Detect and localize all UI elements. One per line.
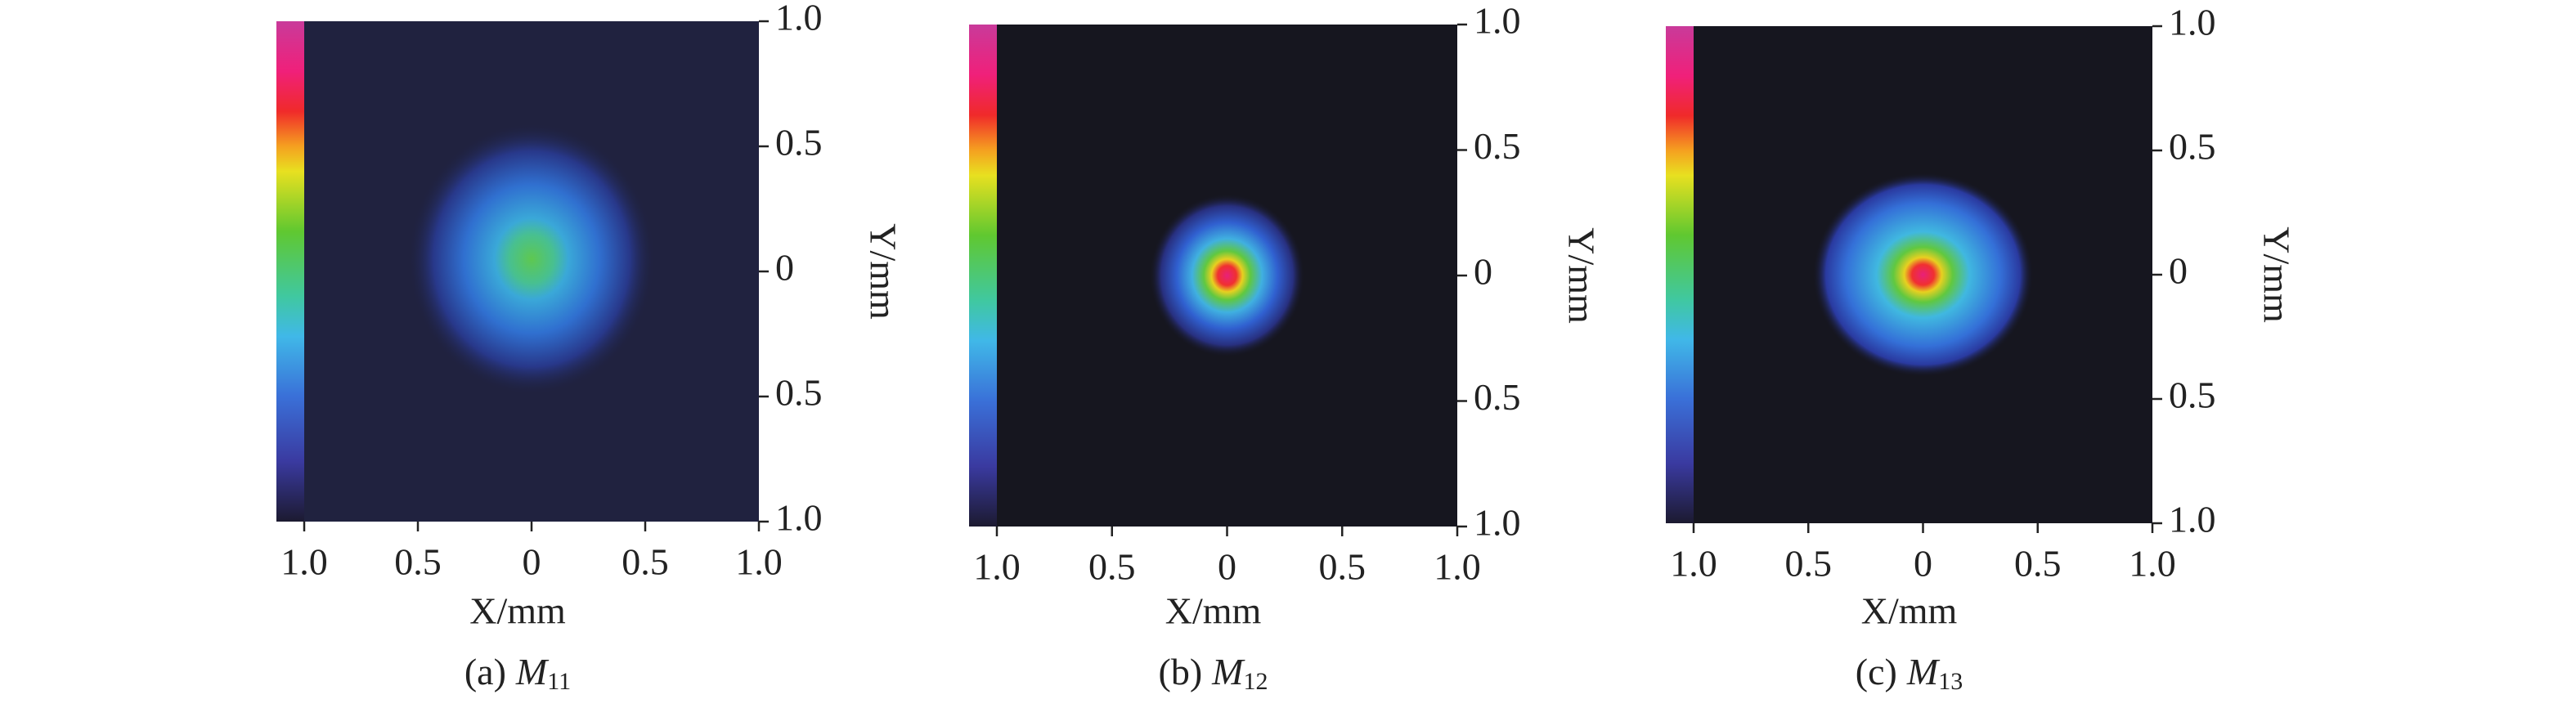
y-tick-label: 0.5 (775, 122, 823, 164)
x-axis-label: X/mm (469, 590, 566, 632)
x-tick-label: 0 (1218, 546, 1236, 588)
caption-symbol: M (1906, 651, 1941, 692)
colorbar (1666, 26, 1694, 523)
x-tick-label: 0.5 (1319, 546, 1367, 588)
caption-subscript: 13 (1938, 668, 1963, 695)
x-tick-label: 1.0 (2129, 543, 2176, 585)
x-tick-label: 1.0 (280, 541, 328, 583)
x-tick-label: 0.5 (1785, 543, 1833, 585)
caption: (c) M13 (1856, 651, 1963, 695)
y-tick-label: 0.5 (2169, 374, 2216, 416)
y-tick-label: 1.0 (775, 0, 823, 38)
x-tick-label: 1.0 (735, 541, 783, 583)
x-tick-label: 0.5 (394, 541, 442, 583)
y-tick-label: 1.0 (1474, 502, 1521, 544)
y-tick-label: 0.5 (2169, 126, 2216, 168)
x-tick-label: 0.5 (1088, 546, 1136, 588)
y-axis-label: Y/mm (862, 223, 904, 320)
y-tick-label: 0 (2169, 250, 2188, 292)
x-tick-label: 0.5 (2014, 543, 2062, 585)
y-axis-label: Y/mm (1560, 227, 1602, 324)
beam-spot (1149, 194, 1305, 357)
y-tick-label: 1.0 (2169, 499, 2216, 540)
caption-subscript: 11 (547, 668, 571, 695)
caption: (a) M11 (464, 651, 571, 695)
y-tick-label: 1.0 (775, 497, 823, 539)
caption: (b) M12 (1159, 651, 1268, 695)
y-tick-label: 1.0 (1474, 0, 1521, 42)
y-tick-label: 0 (775, 247, 794, 289)
y-tick-label: 0.5 (1474, 376, 1521, 418)
beam-spot (1812, 173, 2034, 377)
y-axis-label: Y/mm (2255, 226, 2297, 323)
y-tick-label: 1.0 (2169, 2, 2216, 43)
x-tick-label: 0 (523, 541, 541, 583)
caption-symbol: M (1211, 651, 1245, 692)
colorbar (276, 21, 304, 522)
x-tick-label: 0.5 (622, 541, 669, 583)
caption-symbol: M (515, 651, 550, 692)
y-tick-label: 0.5 (775, 372, 823, 414)
caption-prefix: (b) (1159, 651, 1203, 692)
x-tick-label: 0 (1914, 543, 1932, 585)
x-axis-label: X/mm (1165, 590, 1262, 632)
x-tick-label: 1.0 (973, 546, 1021, 588)
x-tick-label: 1.0 (1434, 546, 1481, 588)
x-tick-label: 1.0 (1670, 543, 1717, 585)
beam-spot (409, 123, 654, 394)
caption-prefix: (a) (464, 651, 506, 692)
x-axis-label: X/mm (1861, 590, 1958, 632)
caption-prefix: (c) (1856, 651, 1897, 692)
caption-subscript: 12 (1243, 668, 1268, 695)
y-tick-label: 0.5 (1474, 125, 1521, 167)
y-tick-label: 0 (1474, 251, 1492, 293)
colorbar (969, 25, 997, 527)
